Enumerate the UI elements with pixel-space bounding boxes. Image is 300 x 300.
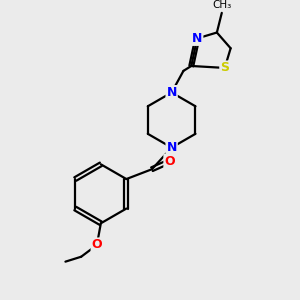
- Text: S: S: [220, 61, 229, 74]
- Text: O: O: [92, 238, 102, 251]
- Text: O: O: [164, 155, 175, 168]
- Text: N: N: [167, 86, 177, 99]
- Text: N: N: [167, 141, 177, 154]
- Text: N: N: [192, 32, 202, 45]
- Text: CH₃: CH₃: [212, 0, 231, 10]
